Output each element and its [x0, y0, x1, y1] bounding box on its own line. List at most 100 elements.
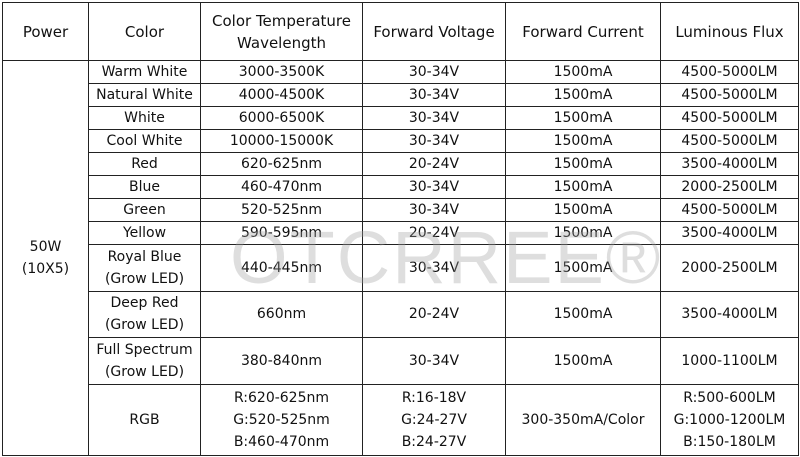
- table-cell: 1500mA: [505, 244, 661, 292]
- cell-text: R:16-18V: [401, 389, 467, 406]
- cell-text: 20-24V: [408, 156, 460, 172]
- cell-text: Forward Voltage: [373, 22, 495, 41]
- table-cell: Royal Blue (Grow LED): [88, 244, 201, 292]
- cell-text: 1500mA: [553, 110, 613, 126]
- table-row: Natural White 4000-4500K 30-34V 1500mA 4500-…: [3, 83, 799, 107]
- table-row: Deep Red (Grow LED) 660nm 20-24V 1500mA 3500-…: [3, 290, 799, 338]
- table-cell: 660nm: [200, 290, 363, 338]
- cell-text: 1500mA: [553, 352, 613, 369]
- table-cell: 1500mA: [505, 290, 661, 338]
- table-cell: 1500mA: [505, 152, 661, 176]
- cell-text: 3500-4000LM: [681, 156, 778, 172]
- cell-text: 380-840nm: [240, 352, 322, 369]
- table-row: Royal Blue (Grow LED) 440-445nm 30-34V 1500m…: [3, 244, 799, 292]
- table-cell: 2000-2500LM: [660, 175, 799, 199]
- table-cell: Blue: [88, 175, 201, 199]
- cell-text: Royal Blue: [107, 248, 182, 265]
- cell-text: 3000-3500K: [238, 64, 325, 80]
- table-cell: RGB: [88, 383, 201, 456]
- cell-text: Warm White: [101, 64, 188, 80]
- cell-text: 4500-5000LM: [681, 133, 778, 149]
- cell-text: Color Temperature: [212, 11, 351, 30]
- cell-text: R:500-600LM: [683, 389, 776, 406]
- cell-text: Cool White: [106, 133, 183, 149]
- table-cell: 3500-4000LM: [660, 152, 799, 176]
- header-cell: Power: [2, 2, 89, 61]
- table-cell: R:500-600LM G:1000-1200LM B:150-180LM: [660, 383, 799, 456]
- table-cell: 590-595nm: [200, 221, 363, 245]
- cell-text: Yellow: [122, 225, 167, 241]
- table-row: Cool White 10000-15000K 30-34V 1500mA 4500-5…: [3, 129, 799, 153]
- table-row: Full Spectrum (Grow LED) 380-840nm 30-34V 15…: [3, 337, 799, 385]
- table-cell: 1500mA: [505, 106, 661, 130]
- cell-text: 30-34V: [408, 202, 460, 218]
- header-cell: Color Temperature Wavelength: [200, 2, 363, 61]
- table-cell: 460-470nm: [200, 175, 363, 199]
- table-cell: Natural White: [88, 83, 201, 107]
- table-cell: 1500mA: [505, 60, 661, 84]
- cell-text: 300-350mA/Color: [521, 411, 645, 428]
- cell-text: White: [124, 110, 165, 126]
- table-cell: 1500mA: [505, 129, 661, 153]
- cell-text: Luminous Flux: [675, 22, 784, 41]
- table-cell: Cool White: [88, 129, 201, 153]
- cell-text: 590-595nm: [240, 225, 322, 241]
- table-cell: 4500-5000LM: [660, 106, 799, 130]
- table-cell: Green: [88, 198, 201, 222]
- table-cell: 30-34V: [362, 337, 506, 385]
- cell-text: Deep Red: [110, 295, 179, 312]
- table-cell: 30-34V: [362, 175, 506, 199]
- table-row: 50W (10X5) Warm White 3000-3500K 30-34V 1500m…: [2, 60, 799, 456]
- cell-text: 1500mA: [553, 225, 613, 241]
- table-cell: 1500mA: [505, 175, 661, 199]
- table-cell: 2000-2500LM: [660, 244, 799, 292]
- cell-text: G:1000-1200LM: [673, 411, 786, 428]
- header-row: Power Color Color Temperature Wavelength For…: [2, 2, 799, 61]
- table-cell: 620-625nm: [200, 152, 363, 176]
- cell-text: 1500mA: [553, 202, 613, 218]
- table-cell: 3500-4000LM: [660, 290, 799, 338]
- cell-text: 1500mA: [553, 156, 613, 172]
- cell-text: 1500mA: [553, 64, 613, 80]
- cell-text: (Grow LED): [104, 363, 185, 380]
- cell-text: 30-34V: [408, 259, 460, 276]
- table-cell: 440-445nm: [200, 244, 363, 292]
- cell-text: 2000-2500LM: [681, 259, 778, 276]
- cell-text: Wavelength: [237, 33, 326, 52]
- table-cell: 1500mA: [505, 198, 661, 222]
- cell-text: R:620-625nm: [233, 389, 330, 406]
- header-cell: Forward Voltage: [362, 2, 506, 61]
- cell-text: RGB: [129, 411, 160, 428]
- table-cell: 4500-5000LM: [660, 60, 799, 84]
- cell-text: (10X5): [21, 260, 70, 277]
- table-cell: 30-34V: [362, 244, 506, 292]
- table-cell: Warm White: [88, 60, 201, 84]
- table-cell: 20-24V: [362, 152, 506, 176]
- cell-text: Power: [22, 22, 69, 41]
- cell-text: 30-34V: [408, 133, 460, 149]
- cell-text: Natural White: [96, 87, 193, 103]
- table-cell: 4500-5000LM: [660, 198, 799, 222]
- table-cell: 1500mA: [505, 221, 661, 245]
- cell-text: (Grow LED): [104, 317, 185, 334]
- table-cell: 300-350mA/Color: [505, 383, 661, 456]
- table-row: Red 620-625nm 20-24V 1500mA 3500-4000LM: [3, 152, 799, 176]
- cell-text: B:460-470nm: [233, 433, 330, 450]
- cell-text: 1500mA: [553, 259, 613, 276]
- cell-text: Red: [131, 156, 158, 172]
- table-cell: 4500-5000LM: [660, 129, 799, 153]
- cell-text: 1500mA: [553, 179, 613, 195]
- table-cell: 4000-4500K: [200, 83, 363, 107]
- cell-text: Forward Current: [522, 22, 644, 41]
- cell-text: Color: [124, 22, 165, 41]
- cell-text: 6000-6500K: [238, 110, 325, 126]
- cell-text: 4000-4500K: [238, 87, 325, 103]
- cell-text: G:24-27V: [401, 411, 467, 428]
- cell-text: B:24-27V: [401, 433, 467, 450]
- table-cell: R:16-18V G:24-27V B:24-27V: [362, 383, 506, 456]
- table-cell: White: [88, 106, 201, 130]
- cell-text: 3500-4000LM: [681, 225, 778, 241]
- table-cell: 380-840nm: [200, 337, 363, 385]
- table-cell: 30-34V: [362, 106, 506, 130]
